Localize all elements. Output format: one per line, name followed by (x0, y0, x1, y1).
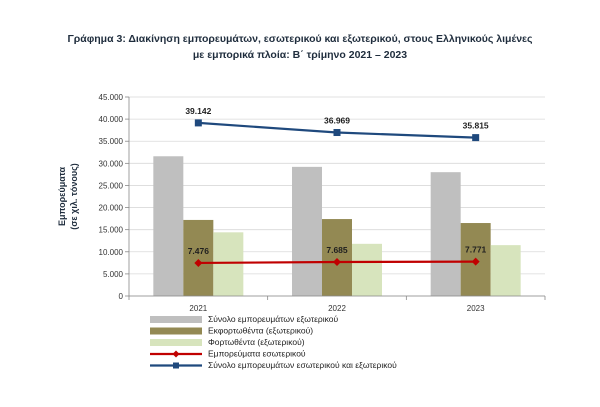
legend-label: Σύνολο εμπορευμάτων εξωτερικού (208, 314, 339, 324)
x-tick-label: 2022 (328, 304, 346, 313)
series-marker (471, 257, 480, 266)
y-tick-label: 45.000 (99, 93, 124, 102)
y-tick-label: 30.000 (99, 159, 124, 168)
bar (153, 156, 184, 296)
y-tick-label: 35.000 (99, 137, 124, 146)
bar (430, 172, 461, 296)
line-series: 7.476 7.685 7.771 39.142 36.969 35.815 (185, 106, 489, 267)
y-axis-label: Εμπορεύματα (σε χιλ. τόνους) (57, 163, 79, 230)
x-tick-label: 2021 (189, 304, 207, 313)
y-axis-label-line1: Εμπορεύματα (57, 167, 67, 227)
series-marker (333, 258, 341, 267)
chart-title-line1: Γράφημα 3: Διακίνηση εμπορευμάτων, εσωτε… (67, 33, 533, 45)
data-label: 36.969 (324, 116, 350, 126)
series-marker (472, 134, 480, 142)
legend-label: Φορτωθέντα (εξωτερικού) (208, 337, 305, 347)
chart-title-line2: με εμπορικά πλοία: Β΄ τρίμηνο 2021 – 202… (192, 49, 408, 61)
bar (292, 166, 322, 296)
y-tick-label: 10.000 (99, 248, 124, 257)
bar (322, 219, 352, 296)
data-label: 35.815 (463, 121, 489, 131)
y-axis: 0 5.000 10.000 15.000 20.000 25.000 30.000 35.0… (99, 93, 130, 301)
x-tick-label: 2023 (467, 304, 485, 313)
y-tick-label: 0 (119, 292, 124, 301)
series-marker (194, 119, 202, 127)
data-label: 7.685 (326, 245, 348, 255)
series-marker (333, 129, 341, 137)
bar (213, 232, 244, 296)
y-tick-label: 20.000 (99, 204, 124, 213)
bar (183, 219, 214, 296)
legend-marker (173, 362, 179, 369)
y-axis-label-line2: (σε χιλ. τόνους) (69, 163, 79, 230)
legend-label: Σύνολο εμπορευμάτων εσωτερικού και εξωτε… (208, 360, 397, 370)
legend: Σύνολο εμπορευμάτων εξωτερικού Εκφορτωθέν… (150, 314, 397, 370)
legend-label: Εμπορεύματα εσωτερικού (208, 349, 306, 359)
x-axis: 2021 2022 2023 (128, 295, 546, 313)
bar (490, 245, 521, 296)
bar (352, 243, 382, 296)
legend-swatch (150, 316, 202, 323)
y-tick-label: 40.000 (99, 115, 124, 124)
data-label: 7.476 (188, 246, 210, 256)
y-tick-label: 25.000 (99, 181, 124, 190)
legend-marker (172, 350, 180, 358)
legend-label: Εκφορτωθέντα (εξωτερικού) (208, 326, 313, 336)
data-label: 7.771 (465, 245, 487, 255)
bars (153, 156, 521, 296)
y-tick-label: 5.000 (103, 270, 124, 279)
legend-swatch (150, 339, 202, 346)
data-label: 39.142 (185, 106, 211, 116)
series-marker (194, 258, 203, 267)
y-tick-label: 15.000 (99, 226, 124, 235)
legend-swatch (150, 327, 202, 335)
